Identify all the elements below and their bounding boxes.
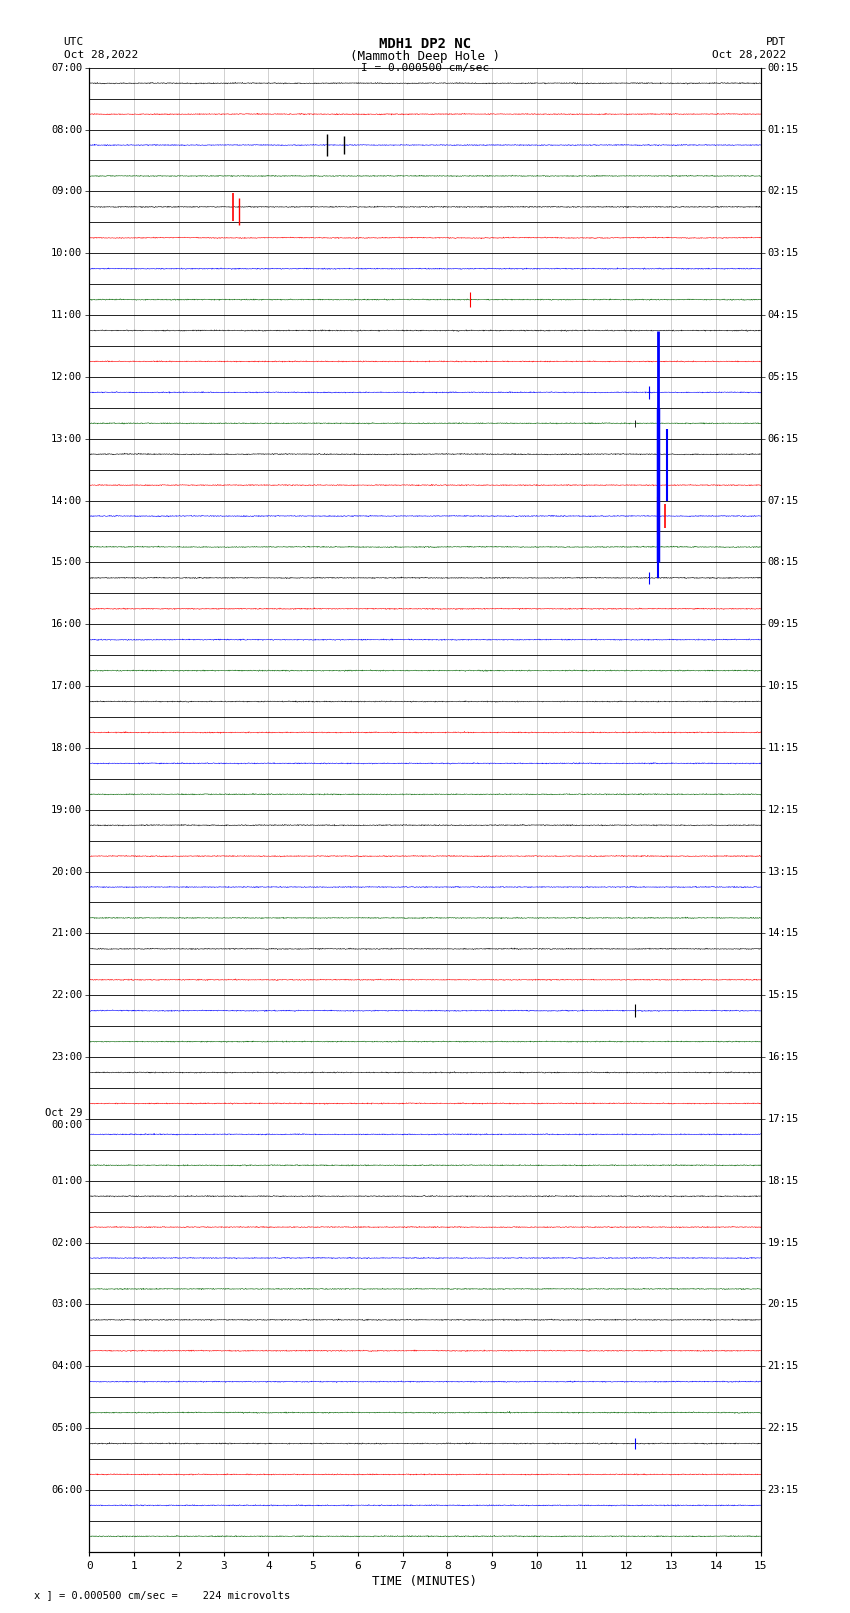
Text: MDH1 DP2 NC: MDH1 DP2 NC [379,37,471,52]
Text: Oct 28,2022: Oct 28,2022 [64,50,138,60]
Text: (Mammoth Deep Hole ): (Mammoth Deep Hole ) [350,50,500,63]
Text: UTC: UTC [64,37,84,47]
Text: I = 0.000500 cm/sec: I = 0.000500 cm/sec [361,63,489,73]
Text: Oct 28,2022: Oct 28,2022 [712,50,786,60]
Text: x ] = 0.000500 cm/sec =    224 microvolts: x ] = 0.000500 cm/sec = 224 microvolts [34,1590,290,1600]
X-axis label: TIME (MINUTES): TIME (MINUTES) [372,1574,478,1587]
Text: PDT: PDT [766,37,786,47]
